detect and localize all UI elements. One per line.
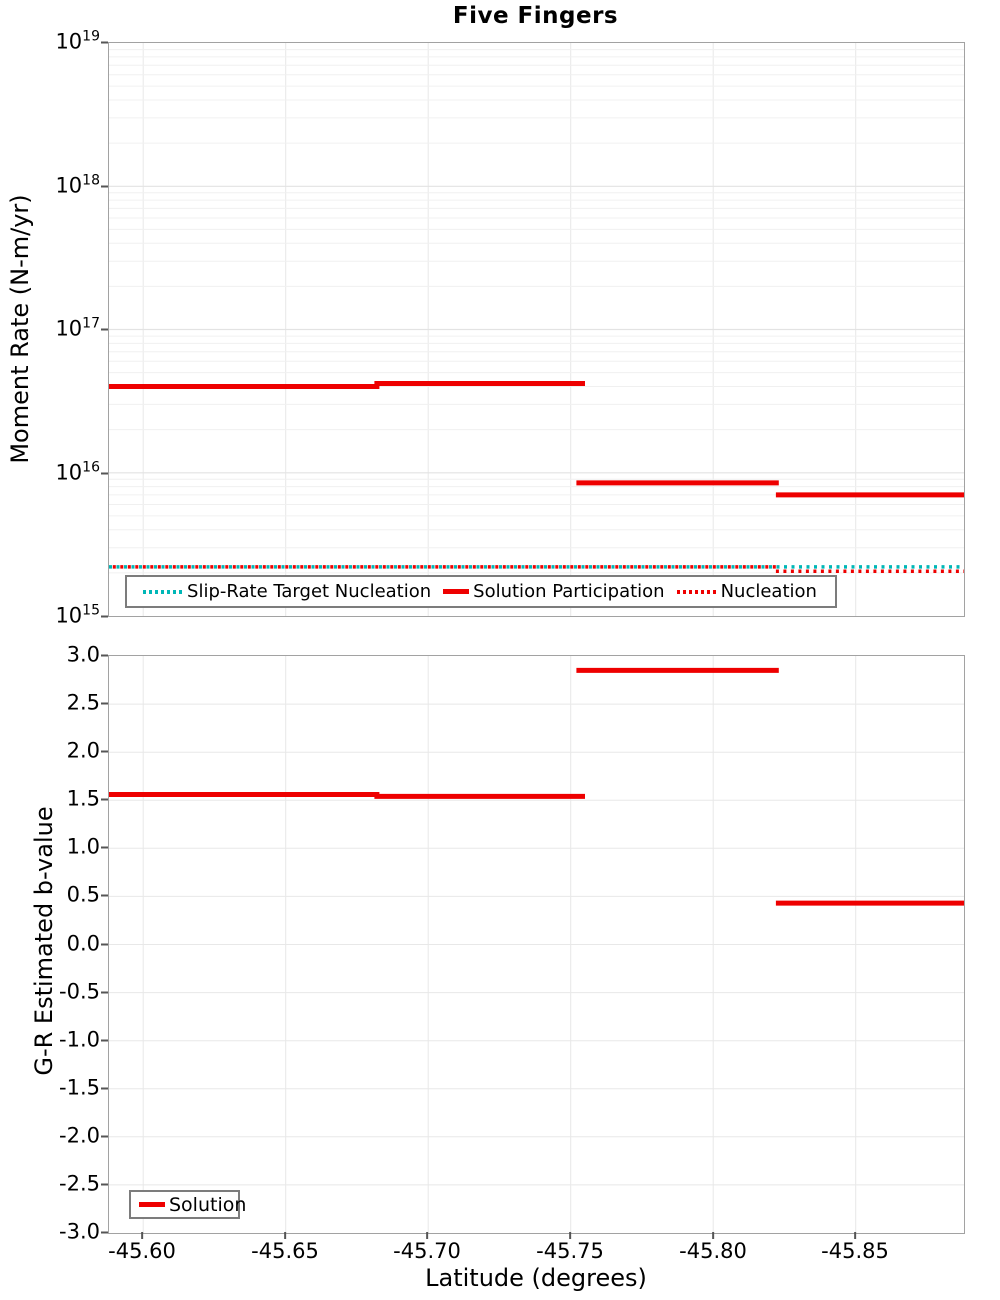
x-tick-label: -45.75 [536,1232,604,1263]
b-value-axis-label: G-R Estimated b-value [30,806,58,1076]
y-tick-label: 1017 [0,317,108,340]
nucleation-swatch [676,589,717,594]
legend-entry: Slip-Rate Target Nucleation [143,581,431,602]
moment-rate-plot-canvas [109,43,964,616]
slip-rate-target-swatch [143,589,184,594]
x-tick-label: -45.80 [679,1232,747,1263]
chart-title: Five Fingers [452,3,619,29]
series-solution-participation [109,381,964,498]
x-tick-label: -45.60 [108,1232,176,1263]
y-tick-label: 1015 [0,604,108,627]
legend-entry: Solution [139,1194,246,1216]
solution-participation-swatch [443,589,470,594]
y-tick-label: 1016 [0,461,108,484]
x-tick-label: -45.85 [821,1232,889,1263]
moment-rate-axis-label: Moment Rate (N-m/yr) [6,194,34,464]
legend-label: Slip-Rate Target Nucleation [187,581,432,602]
b-value-plot [108,655,965,1234]
y-tick-label: -0.5 [0,981,108,1003]
y-tick-label: 1018 [0,174,108,197]
legend-entry: Solution Participation [443,581,665,602]
y-tick-label: 0.5 [0,884,108,906]
legend-label: Solution Participation [473,581,665,602]
solution-swatch [139,1202,165,1207]
y-tick-label: 1.5 [0,788,108,810]
top-legend: Slip-Rate Target Nucleation Solution Par… [125,575,837,608]
y-tick-label: 1.0 [0,836,108,858]
y-tick-label: -1.5 [0,1077,108,1099]
y-tick-label: 3.0 [0,644,108,666]
bottom-legend: Solution [129,1190,246,1219]
y-tick-label: -1.0 [0,1029,108,1051]
moment-rate-plot [108,42,965,617]
legend-label: Solution [169,1193,247,1216]
y-tick-label: -3.0 [0,1221,108,1243]
legend-entry: Nucleation [676,581,817,602]
y-tick-label: 2.5 [0,692,108,714]
x-tick-label: -45.70 [393,1232,461,1263]
y-tick-label: 1019 [0,30,108,53]
y-tick-label: 0.0 [0,933,108,955]
y-tick-label: -2.5 [0,1173,108,1195]
y-tick-label: 2.0 [0,740,108,762]
legend-label: Nucleation [720,581,817,602]
series-solution [109,667,964,906]
b-value-plot-canvas [109,656,964,1233]
x-tick-label: -45.65 [251,1232,319,1263]
y-tick-label: -2.0 [0,1125,108,1147]
latitude-axis-label: Latitude (degrees) [425,1264,647,1292]
